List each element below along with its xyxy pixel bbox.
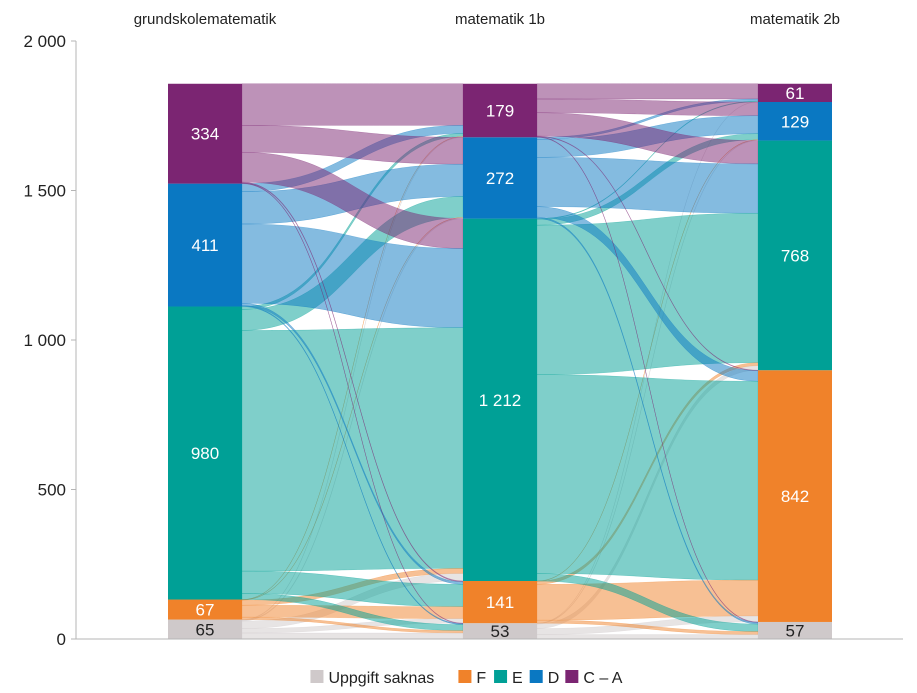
legend-swatch-f <box>458 670 472 683</box>
flow-links <box>241 83 759 640</box>
bar-grundskolematematik-uppgift-saknas <box>168 619 242 639</box>
value-label: 141 <box>486 593 514 612</box>
bar-matematik-2b-d <box>758 101 832 141</box>
value-label: 334 <box>191 125 219 144</box>
bar-matematik-2b-c-a <box>758 83 832 102</box>
legend-swatch-c-a <box>565 670 579 683</box>
bar-matematik-2b-uppgift-saknas <box>758 621 832 639</box>
bar-grundskolematematik-c-a <box>168 83 242 184</box>
flow-c-a-to-c-a <box>536 83 759 100</box>
flow-e-to-e <box>241 327 464 572</box>
legend-label-e: E <box>512 670 523 687</box>
value-label: 411 <box>191 236 218 255</box>
y-tick-label: 1 000 <box>23 331 66 350</box>
value-label: 842 <box>781 487 809 506</box>
value-label: 61 <box>786 84 805 103</box>
bar-matematik-1b-c-a <box>463 83 537 138</box>
value-label: 67 <box>196 601 215 620</box>
legend-swatch-uppgift-saknas <box>310 670 324 683</box>
legend-swatch-d <box>529 670 543 683</box>
value-label: 1 212 <box>479 391 522 410</box>
bar-matematik-2b-f <box>758 370 832 622</box>
flow-e-to-f <box>536 374 759 581</box>
stage-title: grundskolematematik <box>134 11 277 28</box>
bar-matematik-1b-uppgift-saknas <box>463 623 537 639</box>
bar-grundskolematematik-d <box>168 183 242 307</box>
bar-grundskolematematik-f <box>168 599 242 620</box>
bar-matematik-2b-e <box>758 140 832 371</box>
value-label: 272 <box>486 169 514 188</box>
legend-label-uppgift-saknas: Uppgift saknas <box>328 670 434 687</box>
flow-d-to-e <box>536 157 759 214</box>
value-label: 768 <box>781 246 809 265</box>
y-tick-label: 0 <box>57 630 66 649</box>
stage-title: matematik 2b <box>750 11 840 28</box>
value-label: 65 <box>196 620 215 639</box>
bar-matematik-1b-d <box>463 137 537 219</box>
legend-swatch-e <box>494 670 508 683</box>
stage-title: matematik 1b <box>455 11 545 28</box>
y-tick-label: 1 500 <box>23 182 66 201</box>
legend: Uppgift saknas F E D C – A <box>310 670 623 687</box>
value-label: 980 <box>191 444 219 463</box>
legend-label-f: F <box>476 670 486 687</box>
legend-label-d: D <box>548 670 560 687</box>
value-label: 57 <box>786 621 805 640</box>
flow-uppgift-saknas-to-uppgift-saknas <box>536 634 759 640</box>
value-label: 179 <box>486 102 514 121</box>
y-axis: 0 500 1 000 1 500 2 000 <box>23 32 903 649</box>
y-tick-label: 500 <box>38 481 66 500</box>
bar-matematik-1b-f <box>463 580 537 624</box>
flow-uppgift-saknas-to-uppgift-saknas <box>241 632 464 640</box>
value-label: 53 <box>491 622 510 641</box>
bar-grundskolematematik-e <box>168 306 242 600</box>
y-tick-label: 2 000 <box>23 32 66 51</box>
legend-label-c-a: C – A <box>583 670 622 687</box>
stage-labels: grundskolematematik matematik 1b matematik… <box>134 11 840 28</box>
bar-matematik-1b-e <box>463 218 537 581</box>
value-label: 129 <box>781 112 809 131</box>
flow-c-a-to-c-a <box>241 83 464 126</box>
